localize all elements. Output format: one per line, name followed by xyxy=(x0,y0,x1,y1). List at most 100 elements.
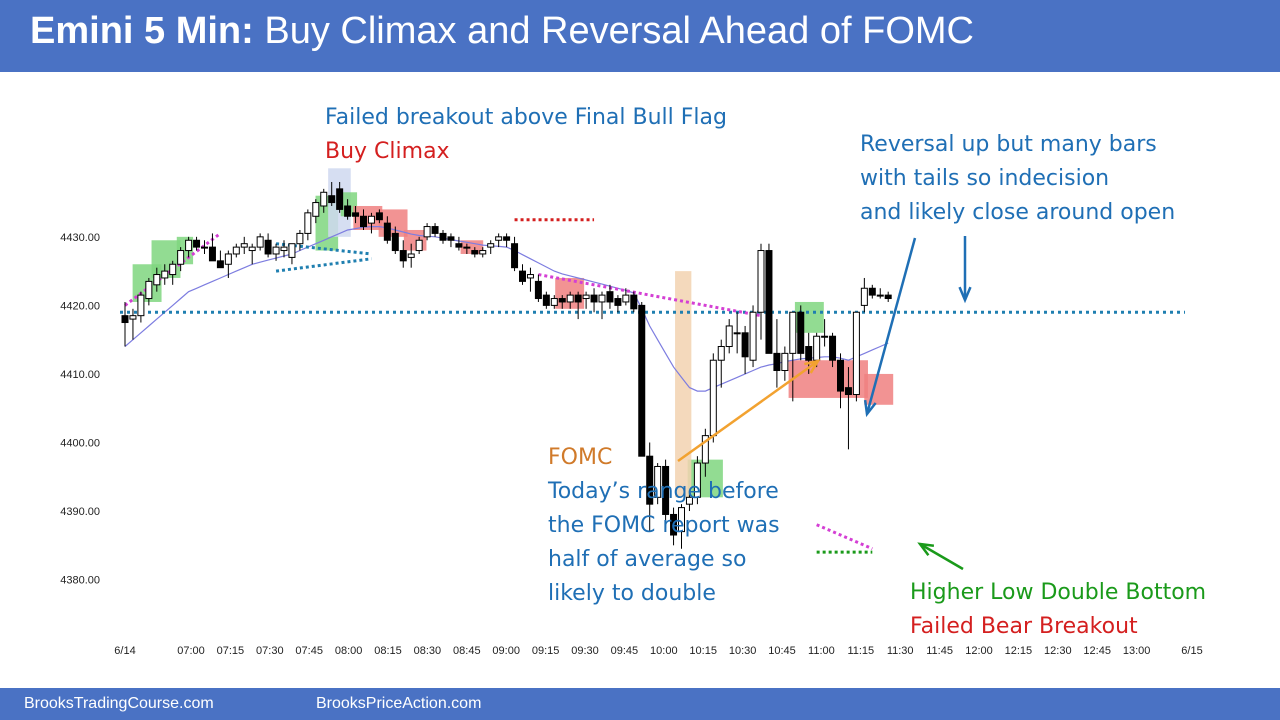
candle-body xyxy=(185,239,193,252)
candle-body xyxy=(367,215,375,224)
double-bottom-arrow xyxy=(919,542,964,571)
x-tick-label: 08:00 xyxy=(335,645,363,657)
annotation-failed-bear-breakout: Failed Bear Breakout xyxy=(910,614,1138,639)
candle-body xyxy=(646,455,654,505)
annotation-reversal-line2: with tails so indecision xyxy=(860,166,1109,191)
candle-body xyxy=(622,294,630,303)
x-tick-label: 11:15 xyxy=(847,645,874,657)
footer-link-trading-course[interactable]: BrooksTradingCourse.com xyxy=(24,695,214,712)
x-tick-label: 12:30 xyxy=(1044,645,1072,657)
x-tick-label: 09:00 xyxy=(492,645,520,657)
x-tick-label: 07:15 xyxy=(217,645,245,657)
candle-body xyxy=(693,462,701,498)
y-tick-label: 4380.00 xyxy=(60,575,100,587)
candle-body xyxy=(248,246,256,252)
candlestick-chart: 4430.00 4420.00 4410.00 4400.00 4390.00 4380.… xyxy=(60,105,1206,657)
candle-body xyxy=(232,246,240,255)
trendline xyxy=(275,257,372,273)
candle-body xyxy=(216,260,224,269)
candle-body xyxy=(272,246,280,255)
candle-body xyxy=(678,507,685,533)
candle-body xyxy=(487,243,495,248)
candle-body xyxy=(336,188,344,210)
x-tick-label: 09:45 xyxy=(611,645,639,657)
y-axis: 4430.00 4420.00 4410.00 4400.00 4390.00 4380.… xyxy=(60,232,100,587)
x-tick-label: 10:30 xyxy=(729,645,757,657)
x-tick-label: 09:15 xyxy=(532,645,560,657)
candle-body xyxy=(614,298,622,306)
candle-body xyxy=(455,243,463,248)
candle-body xyxy=(264,239,272,255)
annotation-buy-climax: Buy Climax xyxy=(325,139,450,164)
x-tick-label: 13:00 xyxy=(1123,645,1151,657)
candle-body xyxy=(797,311,805,354)
title-banner: Emini 5 Min: Buy Climax and Reversal Ahe… xyxy=(0,0,1280,72)
highlight-box xyxy=(675,271,692,498)
candle-body xyxy=(296,232,304,245)
candle-body xyxy=(431,226,439,234)
candle-body xyxy=(503,236,511,241)
annotation-reversal-line1: Reversal up but many bars xyxy=(860,132,1157,157)
candle-body xyxy=(415,239,423,252)
y-tick-label: 4420.00 xyxy=(60,300,100,312)
x-tick-label: 11:00 xyxy=(808,645,835,657)
candle-body xyxy=(344,205,352,217)
annotation-fomc-line3: half of average so xyxy=(548,547,746,572)
candle-body xyxy=(860,287,868,306)
footer-link-price-action[interactable]: BrooksPriceAction.com xyxy=(316,695,482,712)
candle-body xyxy=(590,294,598,303)
highlight-box xyxy=(864,373,894,405)
candle-body xyxy=(829,335,837,361)
reversal-arrow xyxy=(865,237,917,415)
x-tick-label: 07:00 xyxy=(177,645,205,657)
trendline xyxy=(538,273,762,318)
candle-body xyxy=(495,236,503,241)
candle-body xyxy=(852,311,860,395)
candle-body xyxy=(606,291,614,303)
candle-body xyxy=(439,232,447,241)
candle-body xyxy=(701,435,709,464)
candle-body xyxy=(598,294,606,303)
candle-body xyxy=(717,346,725,361)
candle-body xyxy=(765,250,773,354)
candle-body xyxy=(709,359,717,437)
x-tick-label: 10:00 xyxy=(650,645,678,657)
x-axis: 6/14 07:00 07:15 07:30 07:45 08:00 08:15 08:30 0… xyxy=(114,645,1202,657)
candle-body xyxy=(741,332,749,358)
candle-body xyxy=(662,465,670,515)
candle-body xyxy=(161,270,169,279)
x-tick-label: 09:30 xyxy=(571,645,599,657)
candle-body xyxy=(280,246,288,252)
candle-body xyxy=(511,243,519,269)
x-tick-label: 12:45 xyxy=(1083,645,1111,657)
title-rest: Buy Climax and Reversal Ahead of FOMC xyxy=(264,10,974,52)
trendline xyxy=(816,523,873,551)
y-tick-label: 4410.00 xyxy=(60,369,100,381)
candle-body xyxy=(304,212,312,234)
candle-body xyxy=(407,253,415,258)
x-tick-label: 11:45 xyxy=(926,645,953,657)
candle-body xyxy=(685,496,693,505)
annotation-fomc-title: FOMC xyxy=(548,445,612,470)
candle-body xyxy=(749,311,757,361)
candle-body xyxy=(876,294,884,297)
candle-body xyxy=(725,325,733,348)
candle-body xyxy=(670,513,678,536)
x-tick-label: 6/14 xyxy=(114,645,135,657)
candle-body xyxy=(383,222,391,241)
candle-body xyxy=(391,232,399,252)
open-arrow-head xyxy=(958,286,972,304)
annotation-reversal-line3: and likely close around open xyxy=(860,200,1175,225)
x-tick-label: 10:45 xyxy=(768,645,796,657)
x-tick-label: 07:45 xyxy=(295,645,323,657)
candle-body xyxy=(813,335,821,361)
candle-body xyxy=(868,287,876,296)
candle-body xyxy=(288,243,296,258)
annotation-failed-breakout: Failed breakout above Final Bull Flag xyxy=(325,105,727,130)
candle-body xyxy=(447,236,455,241)
highlight-boxes xyxy=(132,168,894,498)
candle-body xyxy=(519,270,526,282)
y-tick-label: 4400.00 xyxy=(60,437,100,449)
x-tick-label: 08:45 xyxy=(453,645,481,657)
candle-body xyxy=(224,253,232,265)
